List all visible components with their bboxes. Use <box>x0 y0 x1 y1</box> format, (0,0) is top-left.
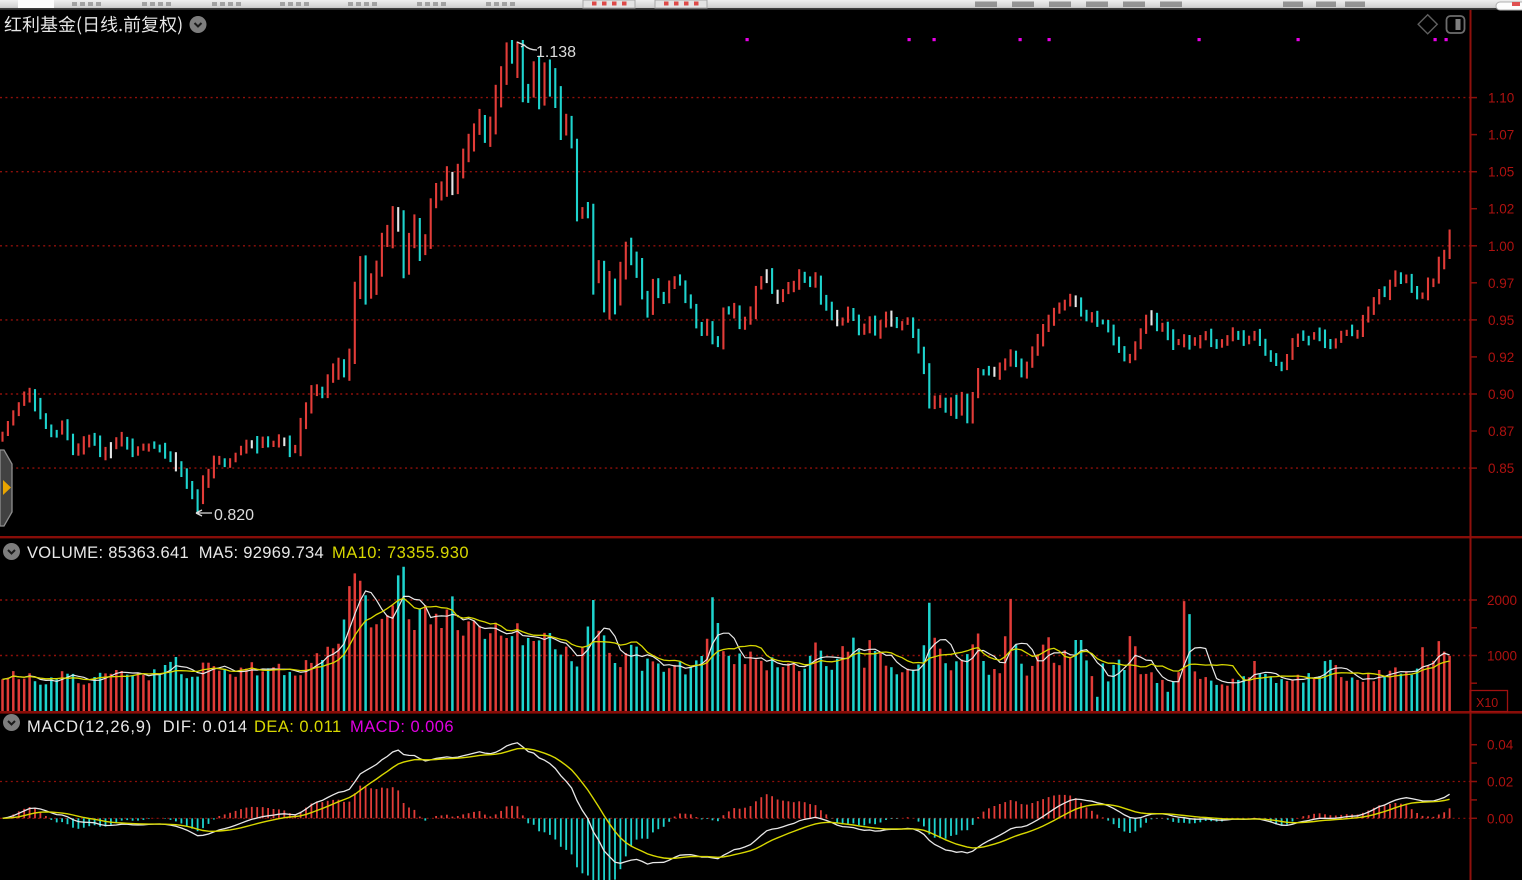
svg-text:0.95: 0.95 <box>1488 313 1514 328</box>
svg-text:0.92: 0.92 <box>1488 350 1514 365</box>
svg-text:1.138: 1.138 <box>536 44 576 61</box>
svg-text:1.05: 1.05 <box>1488 165 1514 180</box>
svg-text:0.02: 0.02 <box>1487 775 1513 790</box>
svg-text:X10: X10 <box>1476 696 1498 710</box>
svg-text:1000: 1000 <box>1487 649 1517 664</box>
svg-text:0.85: 0.85 <box>1488 461 1514 476</box>
svg-text:DEA: 0.011: DEA: 0.011 <box>254 718 342 736</box>
svg-text:0.04: 0.04 <box>1487 738 1514 753</box>
svg-text:2000: 2000 <box>1487 593 1517 608</box>
svg-text:0.820: 0.820 <box>214 507 254 524</box>
svg-text:1.07: 1.07 <box>1488 128 1514 143</box>
svg-text:0.90: 0.90 <box>1488 387 1514 402</box>
svg-text:MACD: 0.006: MACD: 0.006 <box>350 718 454 736</box>
svg-text:0.97: 0.97 <box>1488 276 1514 291</box>
svg-text:MA10: 73355.930: MA10: 73355.930 <box>332 544 469 562</box>
svg-text:1.02: 1.02 <box>1488 202 1514 217</box>
svg-text:MACD(12,26,9) DIF: 0.014: MACD(12,26,9) DIF: 0.014 <box>27 718 248 736</box>
svg-text:0.00: 0.00 <box>1487 811 1513 826</box>
svg-text:0.87: 0.87 <box>1488 424 1514 439</box>
svg-text:1.10: 1.10 <box>1488 91 1514 106</box>
svg-text:1.00: 1.00 <box>1488 239 1514 254</box>
svg-text:VOLUME: 85363.641 MA5: 92969.: VOLUME: 85363.641 MA5: 92969.734 <box>27 544 324 562</box>
